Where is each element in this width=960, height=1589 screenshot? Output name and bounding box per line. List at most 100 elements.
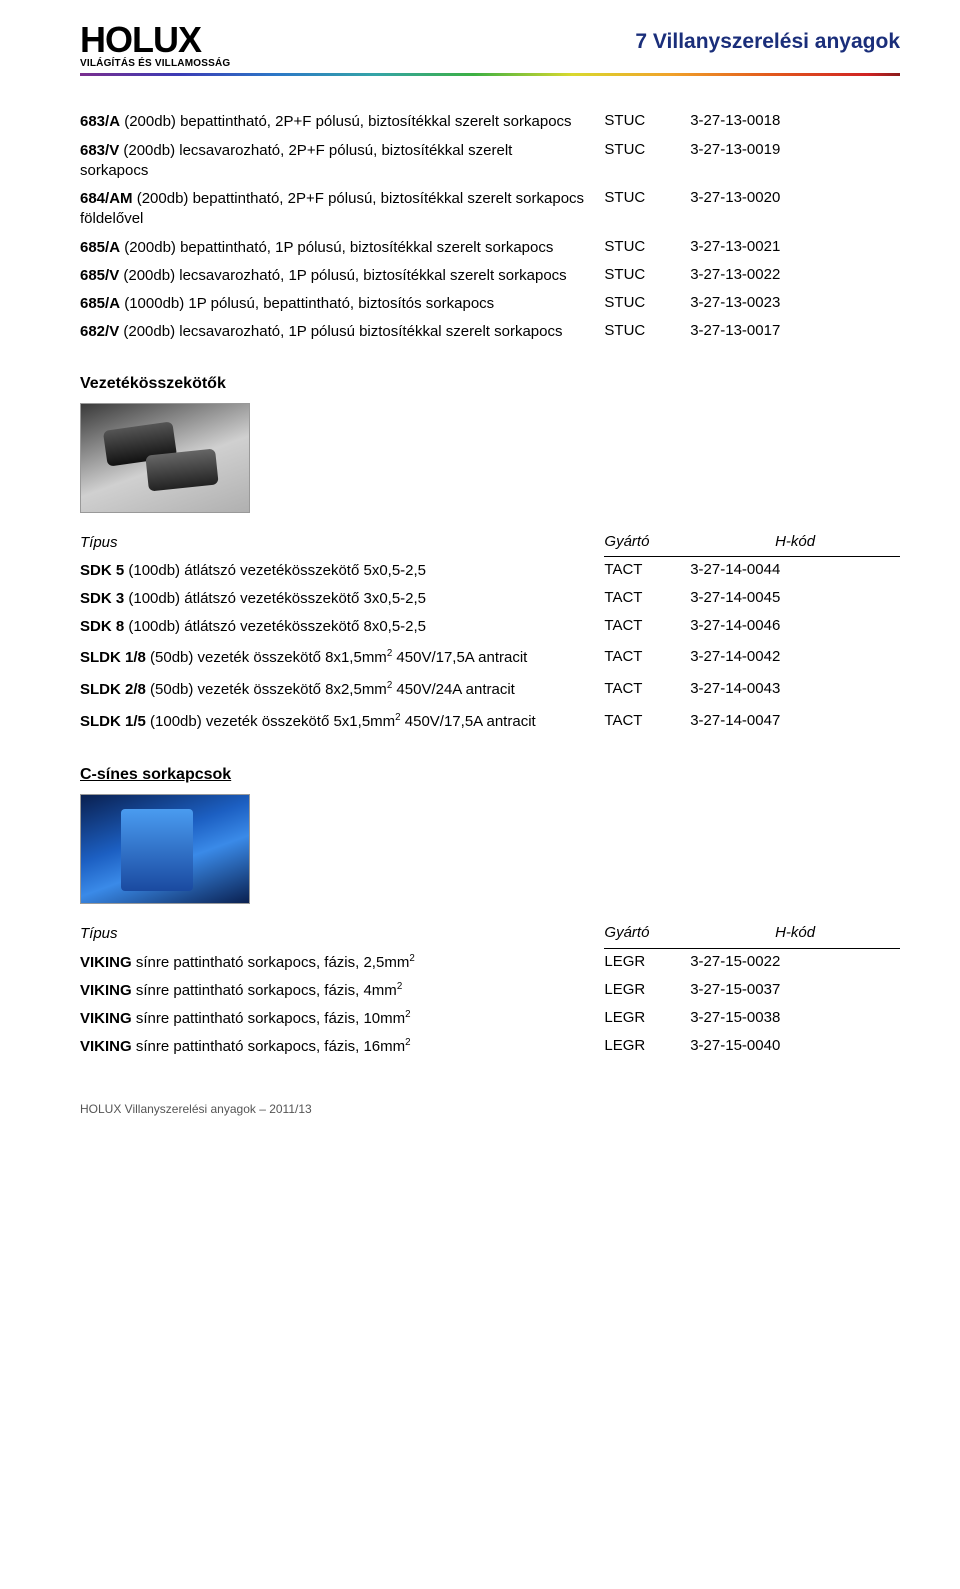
cell-description: 685/V (200db) lecsavarozható, 1P pólusú,… <box>80 262 604 290</box>
table-sorkapocs: 683/A (200db) bepattintható, 2P+F pólusú… <box>80 108 900 346</box>
col-manufacturer: Gyártó <box>604 531 690 557</box>
cell-code: 3-27-13-0017 <box>690 318 900 346</box>
cell-manufacturer: LEGR <box>604 1033 690 1061</box>
cell-manufacturer: LEGR <box>604 1005 690 1033</box>
cell-code: 3-27-15-0037 <box>690 977 900 1005</box>
cell-manufacturer: TACT <box>604 585 690 613</box>
cell-lead: 683/A <box>80 113 120 130</box>
cell-lead: SDK 3 <box>80 590 124 607</box>
cell-lead: VIKING <box>80 982 132 999</box>
col-manufacturer: Gyártó <box>604 922 690 948</box>
cell-description: 682/V (200db) lecsavarozható, 1P pólusú … <box>80 318 604 346</box>
cell-lead: 682/V <box>80 323 119 340</box>
cell-lead: VIKING <box>80 954 132 971</box>
section-heading-vezetekosszekoto: Vezetékösszekötők <box>80 375 900 393</box>
table-csines: Típus Gyártó H-kód VIKING sínre pattinth… <box>80 922 900 1061</box>
cell-description: SLDK 1/8 (50db) vezeték összekötő 8x1,5m… <box>80 642 604 674</box>
cell-rest: (200db) lecsavarozható, 2P+F pólusú, biz… <box>80 142 512 179</box>
table-row: SLDK 2/8 (50db) vezeték összekötő 8x2,5m… <box>80 674 900 706</box>
cell-code: 3-27-14-0044 <box>690 557 900 585</box>
cell-rest: sínre pattintható sorkapocs, fázis, 4mm2 <box>132 982 403 999</box>
cell-description: SDK 8 (100db) átlátszó vezetékösszekötő … <box>80 613 604 641</box>
cell-manufacturer: LEGR <box>604 949 690 977</box>
cell-rest: (100db) vezeték összekötő 5x1,5mm2 450V/… <box>146 713 536 730</box>
page-header: HOLUX VILÁGÍTÁS ÉS VILLAMOSSÁG 7 Villany… <box>80 24 900 69</box>
cell-manufacturer: TACT <box>604 706 690 738</box>
cell-code: 3-27-13-0021 <box>690 234 900 262</box>
cell-lead: 685/V <box>80 267 119 284</box>
cell-manufacturer: STUC <box>604 318 690 346</box>
table-row: SDK 5 (100db) átlátszó vezetékösszekötő … <box>80 557 900 585</box>
cell-description: VIKING sínre pattintható sorkapocs, fázi… <box>80 1033 604 1061</box>
logo-main: HOLUX <box>80 24 230 56</box>
cell-description: 684/AM (200db) bepattintható, 2P+F pólus… <box>80 185 604 234</box>
cell-rest: sínre pattintható sorkapocs, fázis, 16mm… <box>132 1038 411 1055</box>
cell-code: 3-27-14-0042 <box>690 642 900 674</box>
table-row: SLDK 1/8 (50db) vezeték összekötő 8x1,5m… <box>80 642 900 674</box>
cell-lead: SLDK 2/8 <box>80 681 146 698</box>
table-row: 684/AM (200db) bepattintható, 2P+F pólus… <box>80 185 900 234</box>
cell-rest: (50db) vezeték összekötő 8x1,5mm2 450V/1… <box>146 649 528 666</box>
table-vezetekosszekoto: Típus Gyártó H-kód SDK 5 (100db) átlátsz… <box>80 531 900 739</box>
cell-manufacturer: TACT <box>604 642 690 674</box>
table-row: 685/V (200db) lecsavarozható, 1P pólusú,… <box>80 262 900 290</box>
cell-code: 3-27-13-0019 <box>690 137 900 186</box>
cell-rest: sínre pattintható sorkapocs, fázis, 2,5m… <box>132 954 415 971</box>
section-heading-csines: C-sínes sorkapcsok <box>80 766 900 784</box>
category-title: 7 Villanyszerelési anyagok <box>635 30 900 54</box>
cell-lead: SDK 5 <box>80 562 124 579</box>
cell-code: 3-27-13-0020 <box>690 185 900 234</box>
cell-description: SLDK 1/5 (100db) vezeték összekötő 5x1,5… <box>80 706 604 738</box>
table-row: 683/A (200db) bepattintható, 2P+F pólusú… <box>80 108 900 136</box>
cell-description: VIKING sínre pattintható sorkapocs, fázi… <box>80 949 604 977</box>
table-row: 685/A (200db) bepattintható, 1P pólusú, … <box>80 234 900 262</box>
cell-manufacturer: STUC <box>604 262 690 290</box>
cell-code: 3-27-13-0018 <box>690 108 900 136</box>
cell-manufacturer: TACT <box>604 557 690 585</box>
cell-rest: sínre pattintható sorkapocs, fázis, 10mm… <box>132 1010 411 1027</box>
cell-rest: (100db) átlátszó vezetékösszekötő 8x0,5-… <box>124 618 426 635</box>
rainbow-divider <box>80 73 900 76</box>
cell-description: VIKING sínre pattintható sorkapocs, fázi… <box>80 977 604 1005</box>
logo: HOLUX VILÁGÍTÁS ÉS VILLAMOSSÁG <box>80 24 230 69</box>
cell-rest: (1000db) 1P pólusú, bepattintható, bizto… <box>120 295 494 312</box>
table-row: 683/V (200db) lecsavarozható, 2P+F pólus… <box>80 137 900 186</box>
cell-description: 685/A (1000db) 1P pólusú, bepattintható,… <box>80 290 604 318</box>
cell-rest: (200db) lecsavarozható, 1P pólusú, bizto… <box>119 267 566 284</box>
cell-code: 3-27-14-0047 <box>690 706 900 738</box>
cell-code: 3-27-14-0045 <box>690 585 900 613</box>
table-row: 685/A (1000db) 1P pólusú, bepattintható,… <box>80 290 900 318</box>
table-row: SDK 8 (100db) átlátszó vezetékösszekötő … <box>80 613 900 641</box>
cell-manufacturer: TACT <box>604 613 690 641</box>
col-code: H-kód <box>690 922 900 948</box>
cell-manufacturer: STUC <box>604 234 690 262</box>
cell-description: 683/V (200db) lecsavarozható, 2P+F pólus… <box>80 137 604 186</box>
cell-code: 3-27-14-0046 <box>690 613 900 641</box>
table-row: VIKING sínre pattintható sorkapocs, fázi… <box>80 977 900 1005</box>
product-image-connectors <box>80 403 250 513</box>
cell-lead: VIKING <box>80 1010 132 1027</box>
cell-description: SDK 5 (100db) átlátszó vezetékösszekötő … <box>80 557 604 585</box>
cell-rest: (50db) vezeték összekötő 8x2,5mm2 450V/2… <box>146 681 515 698</box>
cell-manufacturer: LEGR <box>604 977 690 1005</box>
cell-code: 3-27-15-0038 <box>690 1005 900 1033</box>
cell-code: 3-27-15-0040 <box>690 1033 900 1061</box>
cell-rest: (200db) bepattintható, 2P+F pólusú, bizt… <box>80 190 584 227</box>
cell-description: VIKING sínre pattintható sorkapocs, fázi… <box>80 1005 604 1033</box>
cell-rest: (200db) bepattintható, 1P pólusú, biztos… <box>120 239 553 256</box>
cell-rest: (200db) lecsavarozható, 1P pólusú biztos… <box>119 323 562 340</box>
table-row: 682/V (200db) lecsavarozható, 1P pólusú … <box>80 318 900 346</box>
cell-rest: (100db) átlátszó vezetékösszekötő 3x0,5-… <box>124 590 426 607</box>
cell-lead: VIKING <box>80 1038 132 1055</box>
product-image-csines <box>80 794 250 904</box>
cell-manufacturer: STUC <box>604 137 690 186</box>
cell-manufacturer: STUC <box>604 185 690 234</box>
cell-description: 683/A (200db) bepattintható, 2P+F pólusú… <box>80 108 604 136</box>
cell-lead: SLDK 1/8 <box>80 649 146 666</box>
table-row: VIKING sínre pattintható sorkapocs, fázi… <box>80 949 900 977</box>
cell-code: 3-27-13-0022 <box>690 262 900 290</box>
cell-lead: 685/A <box>80 295 120 312</box>
col-code: H-kód <box>690 531 900 557</box>
cell-lead: 683/V <box>80 142 119 159</box>
table-row: SDK 3 (100db) átlátszó vezetékösszekötő … <box>80 585 900 613</box>
